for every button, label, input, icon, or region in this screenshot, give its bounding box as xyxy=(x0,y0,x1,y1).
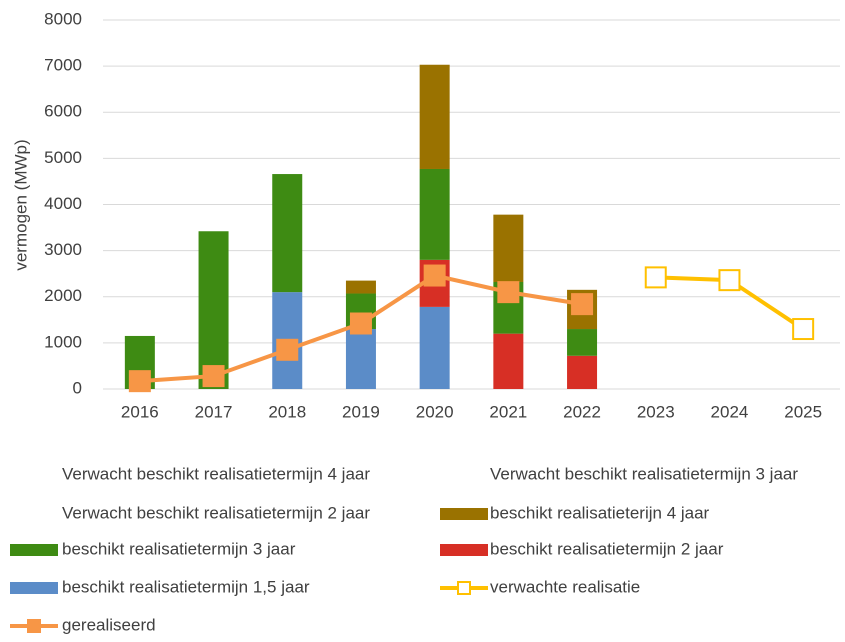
y-tick-label: 7000 xyxy=(44,56,82,75)
x-tick-label: 2025 xyxy=(784,402,822,421)
legend-swatch xyxy=(10,469,58,481)
x-tick-label: 2018 xyxy=(268,402,306,421)
legend-swatch xyxy=(440,508,488,520)
marker xyxy=(349,312,372,335)
bar-segment xyxy=(419,306,450,389)
y-tick-label: 2000 xyxy=(44,286,82,305)
y-axis-title: vermogen (MWp) xyxy=(11,139,30,270)
bar-segment xyxy=(198,231,229,389)
x-tick-label: 2020 xyxy=(416,402,454,421)
y-tick-label: 5000 xyxy=(44,148,82,167)
bar-segment xyxy=(419,64,450,169)
legend-label: beschikt realisatietermijn 1,5 jaar xyxy=(62,577,310,596)
marker xyxy=(497,281,520,304)
bar-segment xyxy=(567,355,598,389)
legend-swatch xyxy=(10,582,58,594)
legend-swatch xyxy=(440,544,488,556)
legend-label: gerealiseerd xyxy=(62,615,156,634)
y-tick-label: 1000 xyxy=(44,332,82,351)
bar-segment xyxy=(493,333,524,389)
x-tick-label: 2016 xyxy=(121,402,159,421)
marker xyxy=(792,318,815,341)
legend-swatch xyxy=(27,619,41,633)
y-tick-label: 8000 xyxy=(44,9,82,28)
x-tick-label: 2024 xyxy=(711,402,749,421)
legend-swatch xyxy=(10,544,58,556)
legend-label: Verwacht beschikt realisatietermijn 4 ja… xyxy=(62,464,370,483)
marker xyxy=(571,293,594,316)
marker xyxy=(423,264,446,287)
legend-label: Verwacht beschikt realisatietermijn 3 ja… xyxy=(490,464,798,483)
bar-segment xyxy=(272,174,303,293)
legend-label: beschikt realisatietermijn 2 jaar xyxy=(490,539,724,558)
legend-label: Verwacht beschikt realisatietermijn 2 ja… xyxy=(62,503,370,522)
bar-segment xyxy=(567,329,598,356)
legend-label: beschikt realisatietermijn 3 jaar xyxy=(62,539,296,558)
marker xyxy=(128,370,151,393)
bar-segment xyxy=(345,329,376,389)
bar-segment xyxy=(345,280,376,294)
y-tick-label: 6000 xyxy=(44,102,82,121)
x-tick-label: 2021 xyxy=(489,402,527,421)
legend-swatch xyxy=(440,469,488,481)
y-tick-label: 0 xyxy=(73,378,82,397)
y-tick-label: 4000 xyxy=(44,194,82,213)
x-tick-label: 2017 xyxy=(195,402,233,421)
legend-swatch xyxy=(10,508,58,520)
x-tick-label: 2022 xyxy=(563,402,601,421)
marker xyxy=(276,338,299,361)
legend-label: verwachte realisatie xyxy=(490,577,640,596)
y-tick-label: 3000 xyxy=(44,240,82,259)
legend-label: beschikt realisatieterijn 4 jaar xyxy=(490,503,710,522)
x-tick-label: 2019 xyxy=(342,402,380,421)
bar-segment xyxy=(493,214,524,282)
marker xyxy=(202,365,225,388)
legend-swatch xyxy=(457,581,471,595)
x-tick-label: 2023 xyxy=(637,402,675,421)
marker xyxy=(718,269,741,292)
marker xyxy=(644,266,667,289)
bar-segment xyxy=(419,168,450,260)
